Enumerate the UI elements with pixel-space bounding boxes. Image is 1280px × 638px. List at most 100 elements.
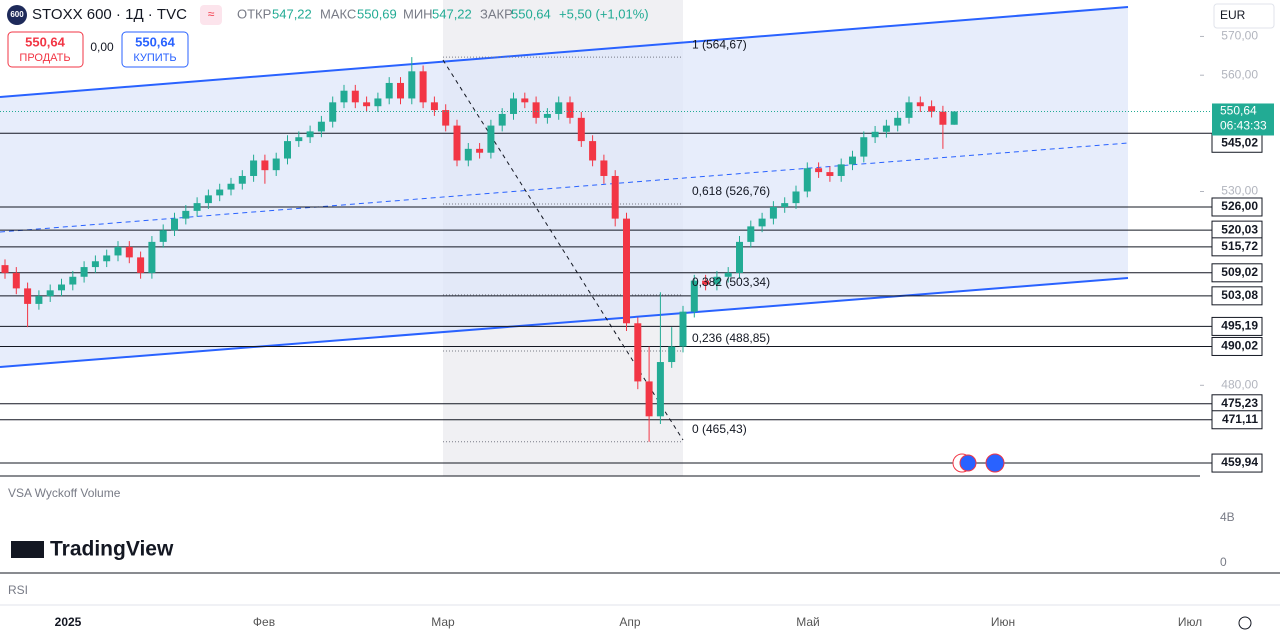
candle-body xyxy=(442,110,450,126)
volume-tick: 4В xyxy=(1220,510,1235,524)
y-tick-label: 570,00 xyxy=(1221,29,1258,43)
candle-body xyxy=(950,111,958,125)
indicator-title: RSI xyxy=(8,583,28,597)
candle-body xyxy=(543,113,551,118)
x-tick-label: Фев xyxy=(253,615,275,629)
fib-label: 0 (465,43) xyxy=(692,422,747,436)
candle-body xyxy=(815,168,823,173)
channel-bottom xyxy=(0,277,1129,368)
event-icon[interactable] xyxy=(985,453,1005,473)
x-tick-label: Мар xyxy=(431,615,455,629)
candle-body xyxy=(103,255,111,262)
ohlc-label: ЗАКР xyxy=(480,6,513,21)
level-tag xyxy=(1211,336,1263,356)
logo[interactable]: TradingView xyxy=(50,538,174,561)
fib-label: 0,382 (503,34) xyxy=(692,275,770,289)
candle-body xyxy=(476,148,484,153)
sell-label: ПРОДАТЬ xyxy=(19,52,70,64)
x-tick-label: Июн xyxy=(991,615,1015,629)
ohlc-value: 547,22 xyxy=(432,6,472,21)
indicator-title: VSA Wyckoff Volume xyxy=(8,486,121,500)
candle-body xyxy=(510,98,517,114)
fib-label: 1 (564,67) xyxy=(692,37,747,51)
settings-icon[interactable] xyxy=(1238,616,1252,630)
level-tag xyxy=(1211,316,1263,336)
symbol[interactable]: STOXX 600 · 1Д · TVC xyxy=(32,6,187,23)
countdown: 06:43:33 xyxy=(1220,119,1267,133)
candle-body xyxy=(80,267,88,277)
x-tick-label: Июл xyxy=(1178,615,1202,629)
rsi-tick: 0 xyxy=(1220,555,1227,569)
candle-body xyxy=(363,102,371,107)
candle-body xyxy=(182,210,190,219)
candle-body xyxy=(250,160,258,176)
symbol-icon xyxy=(7,5,27,25)
sell-button[interactable] xyxy=(7,31,84,68)
candle-body xyxy=(555,102,563,114)
currency: EUR xyxy=(1220,8,1246,22)
candle-body xyxy=(882,125,890,132)
buy-label: КУПИТЬ xyxy=(133,52,176,64)
level-tag xyxy=(1211,453,1263,473)
candle-body xyxy=(216,189,224,196)
candle-body xyxy=(860,137,868,157)
candle-body xyxy=(905,102,913,118)
candle-body xyxy=(238,175,246,184)
candle-body xyxy=(758,218,766,227)
candle-body xyxy=(769,206,777,219)
compare-glyph: ≈ xyxy=(208,7,215,21)
candle-body xyxy=(329,102,337,122)
compare-icon[interactable] xyxy=(200,5,222,25)
candle-body xyxy=(623,218,630,324)
candle-body xyxy=(227,183,235,190)
level-label: 495,19 xyxy=(1221,319,1258,333)
last-price-label: 550,64 xyxy=(1220,104,1257,118)
candle-body xyxy=(600,160,608,176)
candle-body xyxy=(939,111,947,125)
candle-body xyxy=(792,191,800,204)
candle-body xyxy=(521,98,529,103)
level-label: 515,72 xyxy=(1221,239,1258,253)
candle-body xyxy=(487,125,495,153)
candle-body xyxy=(736,241,743,273)
y-tick-label: 480,00 xyxy=(1221,377,1258,391)
candle-body xyxy=(193,203,201,211)
ohlc-label: МАКС xyxy=(320,6,356,21)
candle-body xyxy=(58,284,65,291)
candle-body xyxy=(340,90,348,103)
candle-body xyxy=(532,102,540,118)
fib-label: 0,618 (526,76) xyxy=(692,184,770,198)
candle-body xyxy=(137,257,145,273)
candle-body xyxy=(204,195,212,204)
candle-body xyxy=(114,246,122,256)
candle-body xyxy=(803,168,811,192)
candle-body xyxy=(928,106,936,112)
buy-button[interactable] xyxy=(121,31,189,68)
level-tag xyxy=(1211,263,1263,283)
candle-body xyxy=(306,131,314,138)
sell-price: 550,64 xyxy=(25,34,66,49)
candle-body xyxy=(690,280,698,312)
candle-body xyxy=(171,218,178,231)
candle-body xyxy=(611,175,619,219)
candle-body xyxy=(397,82,404,99)
candle-body xyxy=(894,117,902,126)
candle-body xyxy=(419,71,427,103)
candle-body xyxy=(408,71,416,99)
candle-body xyxy=(826,172,834,176)
candle-body xyxy=(272,158,280,171)
candle-body xyxy=(645,381,653,417)
candle-body xyxy=(747,226,755,242)
candle-body xyxy=(589,141,597,161)
level-tag xyxy=(1211,237,1263,257)
candle-body xyxy=(159,230,167,242)
candle-body xyxy=(46,290,54,297)
event-icon[interactable] xyxy=(959,454,977,472)
level-tag xyxy=(1211,410,1263,430)
candle-body xyxy=(679,311,687,347)
level-label: 490,02 xyxy=(1221,339,1258,353)
candle-body xyxy=(1,265,9,273)
currency-button[interactable] xyxy=(1213,3,1275,29)
